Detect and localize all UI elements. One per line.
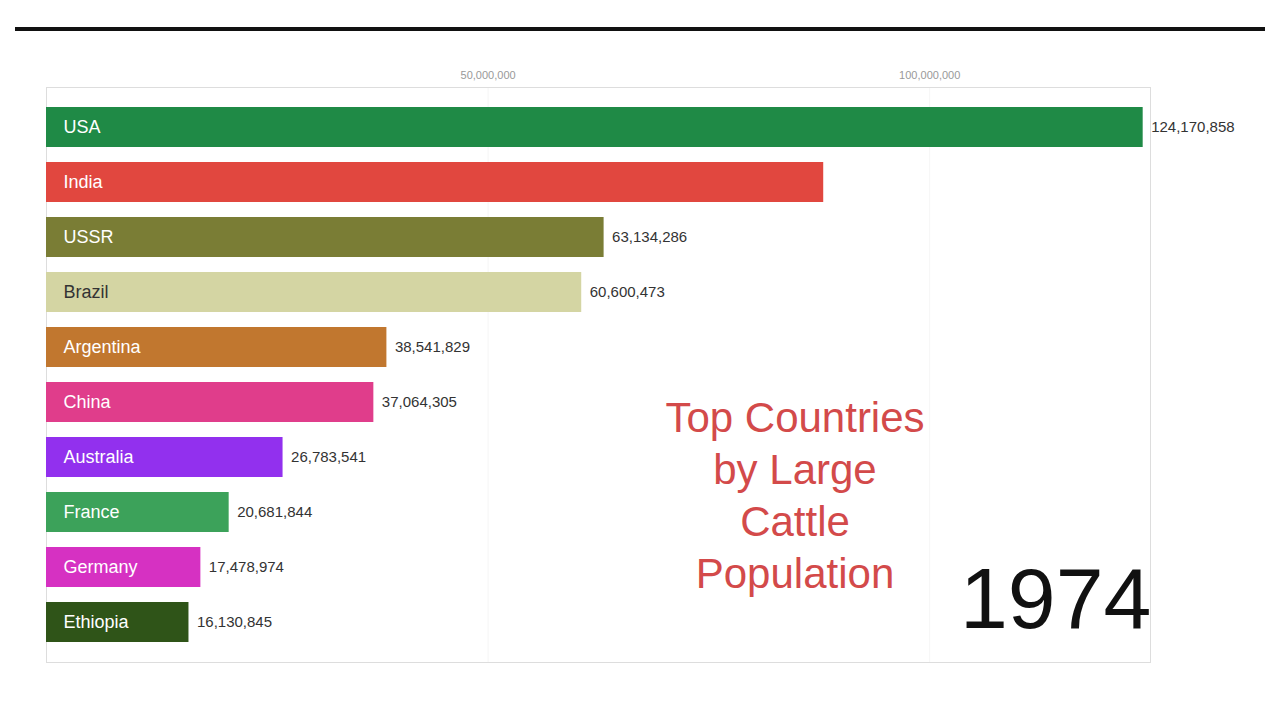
html-text:Top Countries by Large Cattle: Top Countries by Large Cattle Population xyxy=(665,394,925,597)
svg-text:Australia: Australia xyxy=(64,447,135,467)
svg-text:20,681,844: 20,681,844 xyxy=(237,503,312,520)
svg-text:38,541,829: 38,541,829 xyxy=(395,338,470,355)
svg-text:USA: USA xyxy=(64,117,101,137)
svg-text:16,130,845: 16,130,845 xyxy=(197,613,272,630)
svg-text:124,170,858: 124,170,858 xyxy=(1151,118,1234,135)
svg-text:60,600,473: 60,600,473 xyxy=(590,283,665,300)
svg-text:37,064,305: 37,064,305 xyxy=(382,393,457,410)
svg-text:63,134,286: 63,134,286 xyxy=(612,228,687,245)
svg-text:USSR: USSR xyxy=(64,227,114,247)
svg-text:Brazil: Brazil xyxy=(64,282,109,302)
svg-text:Argentina: Argentina xyxy=(64,337,142,357)
svg-text:100,000,000: 100,000,000 xyxy=(899,69,960,81)
svg-text:Germany: Germany xyxy=(64,557,138,577)
svg-text:50,000,000: 50,000,000 xyxy=(461,69,516,81)
svg-text:India: India xyxy=(64,172,104,192)
svg-text:China: China xyxy=(64,392,112,412)
svg-text:17,478,974: 17,478,974 xyxy=(209,558,284,575)
svg-text:Ethiopia: Ethiopia xyxy=(64,612,130,632)
svg-text:26,783,541: 26,783,541 xyxy=(291,448,366,465)
html-text:1974: 1974 xyxy=(960,550,1152,646)
svg-text:France: France xyxy=(64,502,120,522)
